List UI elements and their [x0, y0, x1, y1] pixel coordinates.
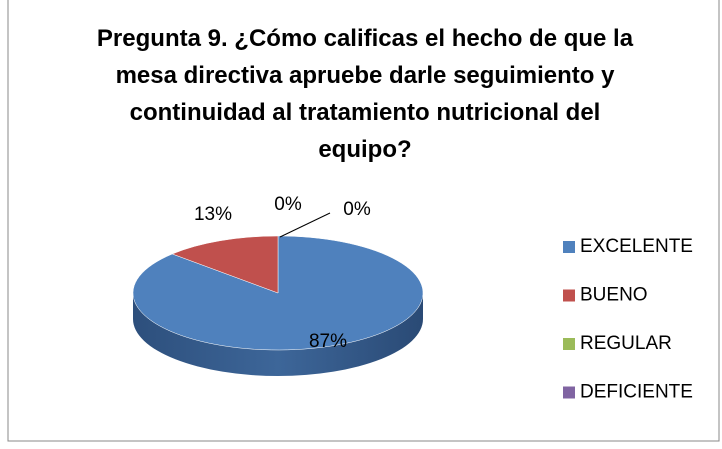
legend-label: BUENO	[580, 285, 648, 306]
leader-line	[279, 212, 331, 238]
data-label: 87%	[309, 331, 347, 352]
data-label: 0%	[274, 194, 302, 215]
legend-label: REGULAR	[580, 333, 672, 354]
pie-slice	[132, 235, 424, 351]
data-label: 0%	[343, 199, 371, 220]
data-label: 13%	[194, 204, 232, 225]
pie-slice	[171, 235, 279, 294]
legend-swatch	[563, 289, 575, 302]
legend-label: DEFICIENTE	[580, 382, 693, 403]
pie-side	[133, 293, 423, 376]
legend-swatch	[563, 386, 575, 399]
legend-label: EXCELENTE	[580, 236, 693, 257]
chart-title: Pregunta 9. ¿Cómo calificas el hecho de …	[96, 25, 634, 163]
legend-swatch	[563, 241, 575, 253]
legend-swatch	[563, 338, 575, 350]
chart-frame	[7, 0, 720, 442]
